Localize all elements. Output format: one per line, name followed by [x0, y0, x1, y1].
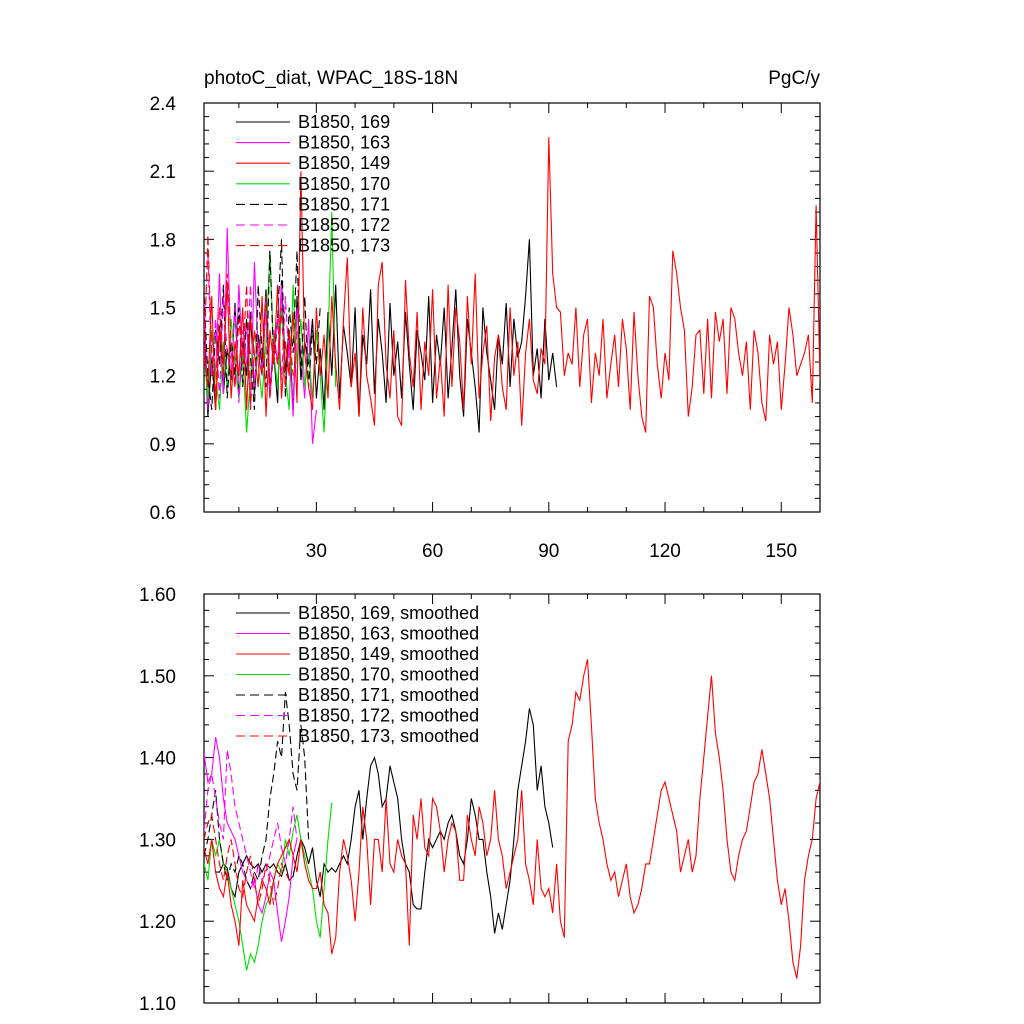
y-tick-label: 1.60 — [139, 585, 176, 606]
y-tick-label: 1.2 — [150, 367, 176, 388]
y-tick-label: 1.8 — [150, 230, 176, 251]
series-line-s171-dashed — [204, 239, 321, 410]
y-tick-label: 1.10 — [139, 994, 176, 1015]
series-line-s169 — [215, 708, 554, 934]
legend-label: B1850, 169 — [298, 112, 390, 132]
legend-label: B1850, 149 — [298, 153, 390, 173]
legend-label: B1850, 172 — [298, 215, 390, 235]
y-tick-label: 2.1 — [150, 162, 176, 183]
x-tick-label: 60 — [422, 541, 443, 562]
series-line-s172-dashed — [204, 749, 298, 889]
series-line-s172-dashed — [204, 250, 298, 403]
legend-label: B1850, 171 — [298, 194, 390, 214]
series-line-s173-dashed — [204, 813, 290, 905]
y-tick-label: 1.50 — [139, 667, 176, 688]
legend-label: B1850, 163 — [298, 133, 390, 153]
legend-label: B1850, 172, smoothed — [298, 706, 479, 726]
series-line-s171-dashed — [204, 692, 310, 891]
legend-label: B1850, 170 — [298, 174, 390, 194]
x-tick-label: 30 — [306, 541, 327, 562]
legend-label: B1850, 149, smoothed — [298, 644, 479, 664]
x-tick-label: 120 — [649, 541, 681, 562]
y-tick-label: 1.20 — [139, 912, 176, 933]
chart-title: photoC_diat, WPAC_18S-18N — [204, 68, 458, 89]
series-line-s173-dashed — [204, 234, 294, 410]
legend-label: B1850, 170, smoothed — [298, 665, 479, 685]
series-line-s163 — [204, 737, 298, 942]
legend-label: B1850, 169, smoothed — [298, 603, 479, 623]
series-line-s149 — [204, 659, 820, 979]
y-tick-label: 0.6 — [150, 503, 176, 524]
x-tick-label: 90 — [538, 541, 559, 562]
series-line-s149 — [204, 137, 820, 433]
legend-label: B1850, 173 — [298, 236, 390, 256]
chart-units: PgC/y — [768, 68, 820, 89]
legend-label: B1850, 173, smoothed — [298, 726, 479, 746]
bottom-panel: 1.10 1.20 1.30 1.40 1.50 1.60 B1850, 169, smoo… — [139, 585, 821, 1015]
y-tick-label: 0.9 — [150, 435, 176, 456]
y-tick-label: 1.5 — [150, 299, 176, 320]
plot-frame — [203, 593, 821, 1004]
y-tick-label: 1.40 — [139, 749, 176, 770]
x-tick-label: 150 — [765, 541, 797, 562]
y-tick-label: 1.30 — [139, 830, 176, 851]
series-line-s170 — [204, 802, 333, 971]
legend-label: B1850, 171, smoothed — [298, 685, 479, 705]
top-panel: 0.6 0.9 1.2 1.5 1.8 2.1 2.4 30 60 90 120 150 B1850, … — [150, 94, 821, 562]
legend-label: B1850, 163, smoothed — [298, 624, 479, 644]
y-tick-label: 2.4 — [150, 94, 177, 115]
